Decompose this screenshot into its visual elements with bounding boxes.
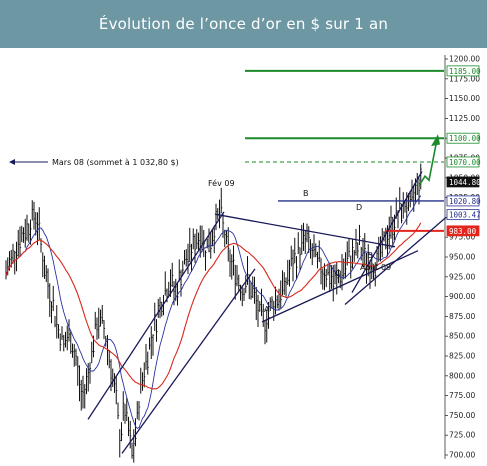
value-label-box [446, 176, 480, 188]
moving-average-long-line [5, 222, 422, 390]
y-tick-label: 825.00 [449, 352, 475, 361]
y-tick-label: 875.00 [449, 312, 475, 321]
moving-averages [5, 195, 422, 429]
value-label-text: 1044.80 [449, 178, 481, 187]
y-tick-label: 850.00 [449, 332, 475, 341]
value-label-text: 1020.80 [449, 197, 481, 206]
value-label-box [446, 65, 480, 77]
triangle-top-line [214, 213, 396, 248]
value-label-text: 983.00 [449, 227, 477, 236]
rising-wedge-lower-line [344, 216, 447, 305]
value-label-box [446, 209, 480, 221]
chart-title: Évolution de l’once d’or en $ sur 1 an [98, 15, 389, 33]
value-label-box [446, 132, 480, 144]
annotation-mars08: Mars 08 (sommet à 1 032,80 $) [52, 158, 179, 167]
annotation-point-c: C [335, 269, 341, 278]
y-tick-label: 900.00 [449, 292, 475, 301]
gold-price-chart: 700.00 725.00 750.00 775.00 800.00 825.00 850.… [5, 55, 481, 463]
annotation-point-b: B [303, 189, 309, 198]
y-tick-label: 725.00 [449, 431, 475, 440]
chart-annotations: Mars 08 (sommet à 1 032,80 $) Fév 09 B D A C E… [9, 158, 391, 314]
forecast-arrow-line [418, 144, 437, 187]
channel-lower-line [121, 268, 256, 454]
channel-upper-line [87, 211, 225, 420]
y-tick-label: 1150.00 [449, 94, 480, 103]
title-banner: Évolution de l’once d’or en $ sur 1 an [0, 0, 487, 48]
value-label-text: 1003.47 [449, 211, 481, 220]
annotation-point-d: D [356, 203, 362, 212]
annotation-point-a: A [264, 305, 270, 314]
y-tick-label: 800.00 [449, 371, 475, 380]
rising-wedge-upper-line [351, 171, 423, 293]
forecast-arrowhead [431, 134, 440, 147]
y-tick-label: 950.00 [449, 253, 475, 262]
y-tick-label: 1200.00 [449, 55, 480, 64]
y-tick-label: 975.00 [449, 233, 475, 242]
y-tick-label: 700.00 [449, 451, 475, 460]
price-level-labels: 1185.00 1100.00 1070.00 1044.80 1020.80 1003.… [446, 65, 481, 237]
y-tick-label: 1175.00 [449, 74, 480, 83]
mars08-arrowhead [9, 159, 15, 165]
value-label-text: 1100.00 [449, 134, 481, 143]
price-levels [245, 69, 444, 232]
y-tick-label: 750.00 [449, 411, 475, 420]
triangle-bottom-line [261, 250, 419, 323]
annotation-point-e: E [367, 251, 372, 260]
annotation-aout09: Août 09 [360, 263, 391, 272]
moving-average-short-line [5, 195, 422, 429]
y-tick-label: 925.00 [449, 272, 475, 281]
value-label-box [446, 156, 480, 168]
trend-lines [87, 134, 447, 454]
price-axis: 700.00 725.00 750.00 775.00 800.00 825.00 850.… [444, 55, 480, 460]
y-tick-label: 1125.00 [449, 114, 480, 123]
value-label-box [446, 225, 480, 237]
y-tick-label: 775.00 [449, 391, 475, 400]
value-label-box [446, 195, 480, 207]
value-label-text: 1070.00 [449, 158, 481, 167]
value-label-text: 1185.00 [449, 67, 481, 76]
annotation-fev09: Fév 09 [208, 178, 235, 188]
